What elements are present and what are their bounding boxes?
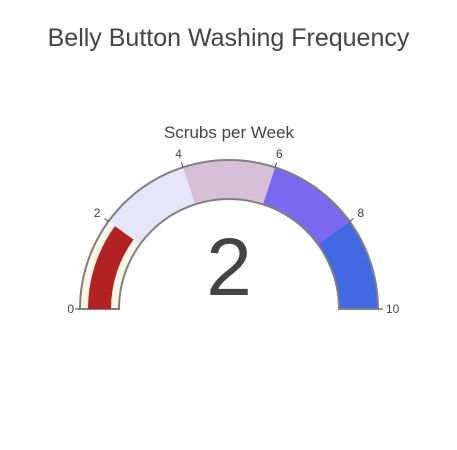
gauge-tick-label-2: 2 [94,206,101,220]
gauge-step-1 [108,167,196,245]
chart-title: Belly Button Washing Frequency [47,24,410,52]
gauge-ticks: 0 2 4 6 8 10 [67,147,399,316]
gauge-value: 2 [206,222,252,313]
gauge-bar [88,226,134,309]
gauge-subtitle: Scrubs per Week [164,123,295,142]
gauge-tick-label-6: 6 [276,147,283,161]
gauge-tick-8 [349,218,354,222]
gauge-outline [78,159,380,310]
gauge-step-4 [317,221,378,309]
gauge-value-bar [88,226,134,309]
gauge-tick-4 [180,162,184,168]
gauge-step-3 [262,167,350,245]
gauge-step-2 [182,160,276,205]
gauge-border [78,159,380,310]
gauge-tick-label-0: 0 [67,302,74,316]
gauge-tick-label-10: 10 [386,302,400,316]
gauge-tick-label-4: 4 [175,147,182,161]
gauge-tick-label-8: 8 [358,206,365,220]
gauge-tick-6 [274,162,278,168]
gauge-tick-2 [104,218,109,222]
